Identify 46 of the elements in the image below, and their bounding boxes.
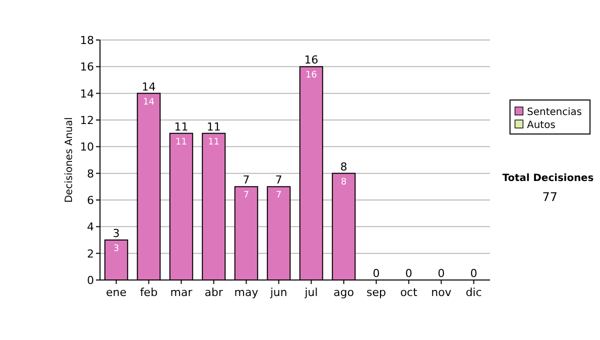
legend-label: Autos [527, 120, 556, 131]
x-tick-label: abr [204, 286, 224, 299]
data-label: 7 [243, 190, 250, 201]
y-tick-label: 0 [87, 274, 94, 287]
total-label: 14 [142, 80, 156, 94]
y-tick-label: 14 [80, 87, 94, 100]
total-label: 7 [275, 174, 282, 187]
x-tick-label: ene [106, 286, 127, 299]
total-label: 8 [340, 160, 348, 174]
x-tick-label: dic [466, 286, 482, 299]
total-label: 0 [438, 267, 445, 280]
data-label: 3 [113, 244, 120, 254]
y-tick-label: 16 [80, 60, 94, 74]
total-label: 11 [206, 120, 221, 134]
x-tick-label: feb [140, 286, 158, 299]
total-label: 0 [470, 267, 478, 280]
y-axis-title: Decisiones Anual [64, 117, 75, 203]
data-label: 11 [208, 137, 220, 148]
y-tick-label: 10 [80, 140, 94, 154]
data-label: 14 [143, 97, 155, 108]
text: Total Decisiones 77 [502, 173, 594, 204]
y-tick-label: 8 [87, 167, 94, 180]
y-tick-label: 2 [87, 247, 94, 260]
total-label: 0 [372, 267, 380, 280]
data-label: 11 [176, 137, 187, 148]
total-label: 3 [112, 227, 120, 240]
total-label: 7 [242, 174, 250, 187]
x-tick-label: ago [334, 286, 354, 299]
total-label: 0 [405, 267, 412, 280]
y-tick-label: 4 [87, 220, 94, 234]
y-tick-label: 12 [80, 114, 94, 127]
x-tick-label: oct [400, 286, 418, 299]
total-label: 11 [174, 120, 188, 134]
data-label: 7 [276, 190, 282, 201]
legend-label: Sentencias [527, 107, 582, 118]
x-tick-label: nov [431, 286, 452, 299]
y-tick-label: 18 [80, 34, 94, 47]
x-tick-label: sep [366, 286, 386, 299]
total-label: 16 [304, 54, 318, 67]
data-label: 16 [306, 70, 318, 81]
x-tick-label: may [234, 286, 259, 299]
data-label: 8 [340, 177, 347, 188]
x-tick-label: jul [304, 286, 318, 299]
y-tick-label: 6 [87, 194, 94, 207]
x-tick-label: jun [269, 286, 288, 299]
x-tick-label: mar [170, 286, 193, 299]
